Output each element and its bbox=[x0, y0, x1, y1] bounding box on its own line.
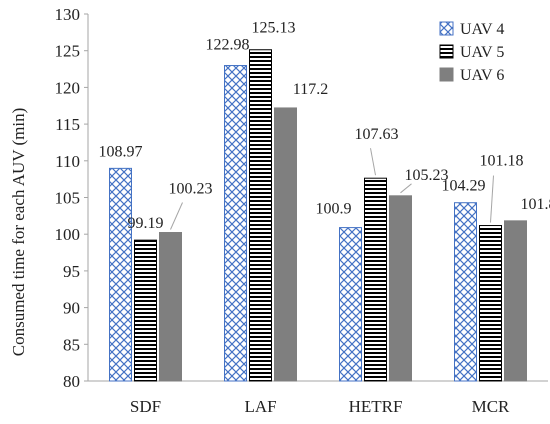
legend-label: UAV 4 bbox=[460, 21, 504, 38]
y-tick-label: 125 bbox=[55, 42, 81, 61]
bar-hetrf-uav-5 bbox=[364, 177, 387, 382]
data-label-leader bbox=[490, 175, 494, 223]
x-tick-label: MCR bbox=[472, 397, 510, 416]
y-tick-label: 85 bbox=[63, 335, 80, 354]
data-label: 105.23 bbox=[405, 167, 449, 184]
data-label: 101.82 bbox=[521, 196, 550, 213]
legend: UAV 4 UAV 5 UAV 6 bbox=[439, 21, 504, 84]
x-tick-label: LAF bbox=[244, 397, 276, 416]
y-tick-label: 90 bbox=[63, 299, 80, 318]
axes: 80 85 90 95 100 105 110 115 120 125 130 SDF LAF HETRF… bbox=[55, 5, 548, 416]
bar-mcr-uav-6 bbox=[504, 220, 527, 382]
bar-sdf-uav-5 bbox=[134, 239, 157, 382]
bar-hetrf-uav-4 bbox=[339, 227, 362, 382]
legend-swatch-uav-4 bbox=[439, 21, 454, 36]
bar-mcr-uav-5 bbox=[479, 225, 502, 382]
y-tick-label: 105 bbox=[55, 189, 81, 208]
y-tick-label: 120 bbox=[55, 78, 81, 97]
bar-sdf-uav-4 bbox=[109, 167, 132, 382]
bar-mcr-uav-4 bbox=[454, 202, 477, 382]
legend-label: UAV 5 bbox=[460, 44, 504, 61]
bar-hetrf-uav-6 bbox=[389, 195, 412, 382]
data-label-leader bbox=[370, 148, 376, 176]
x-tick-label: SDF bbox=[130, 397, 161, 416]
y-tick-label: 95 bbox=[63, 262, 80, 281]
y-tick-label: 110 bbox=[55, 152, 80, 171]
data-label: 117.2 bbox=[293, 81, 328, 98]
y-tick-label: 80 bbox=[63, 372, 80, 391]
legend-label: UAV 6 bbox=[460, 67, 504, 84]
legend-swatch-uav-5 bbox=[439, 44, 454, 59]
y-axis-label: Consumed time for each AUV (min) bbox=[9, 108, 28, 357]
data-label: 107.63 bbox=[355, 126, 399, 143]
data-label: 108.97 bbox=[99, 143, 143, 160]
data-label: 99.19 bbox=[128, 215, 164, 232]
legend-swatch-uav-6 bbox=[439, 67, 454, 82]
data-label: 101.18 bbox=[480, 153, 524, 170]
y-tick-label: 130 bbox=[55, 5, 81, 24]
data-label: 104.29 bbox=[442, 178, 486, 195]
x-tick-label: HETRF bbox=[349, 397, 403, 416]
bar-laf-uav-6 bbox=[274, 107, 297, 382]
data-label: 100.9 bbox=[316, 201, 352, 218]
bar-laf-uav-5 bbox=[249, 49, 272, 382]
bar-laf-uav-4 bbox=[224, 65, 247, 382]
data-label-leader bbox=[170, 202, 183, 230]
data-label-leader bbox=[400, 183, 412, 194]
data-label: 125.13 bbox=[252, 20, 296, 37]
bar-sdf-uav-6 bbox=[159, 232, 182, 382]
y-tick-label: 115 bbox=[55, 115, 80, 134]
data-label: 100.23 bbox=[169, 181, 213, 198]
bars bbox=[109, 49, 527, 382]
y-tick-label: 100 bbox=[55, 225, 81, 244]
data-label: 122.98 bbox=[206, 37, 250, 54]
